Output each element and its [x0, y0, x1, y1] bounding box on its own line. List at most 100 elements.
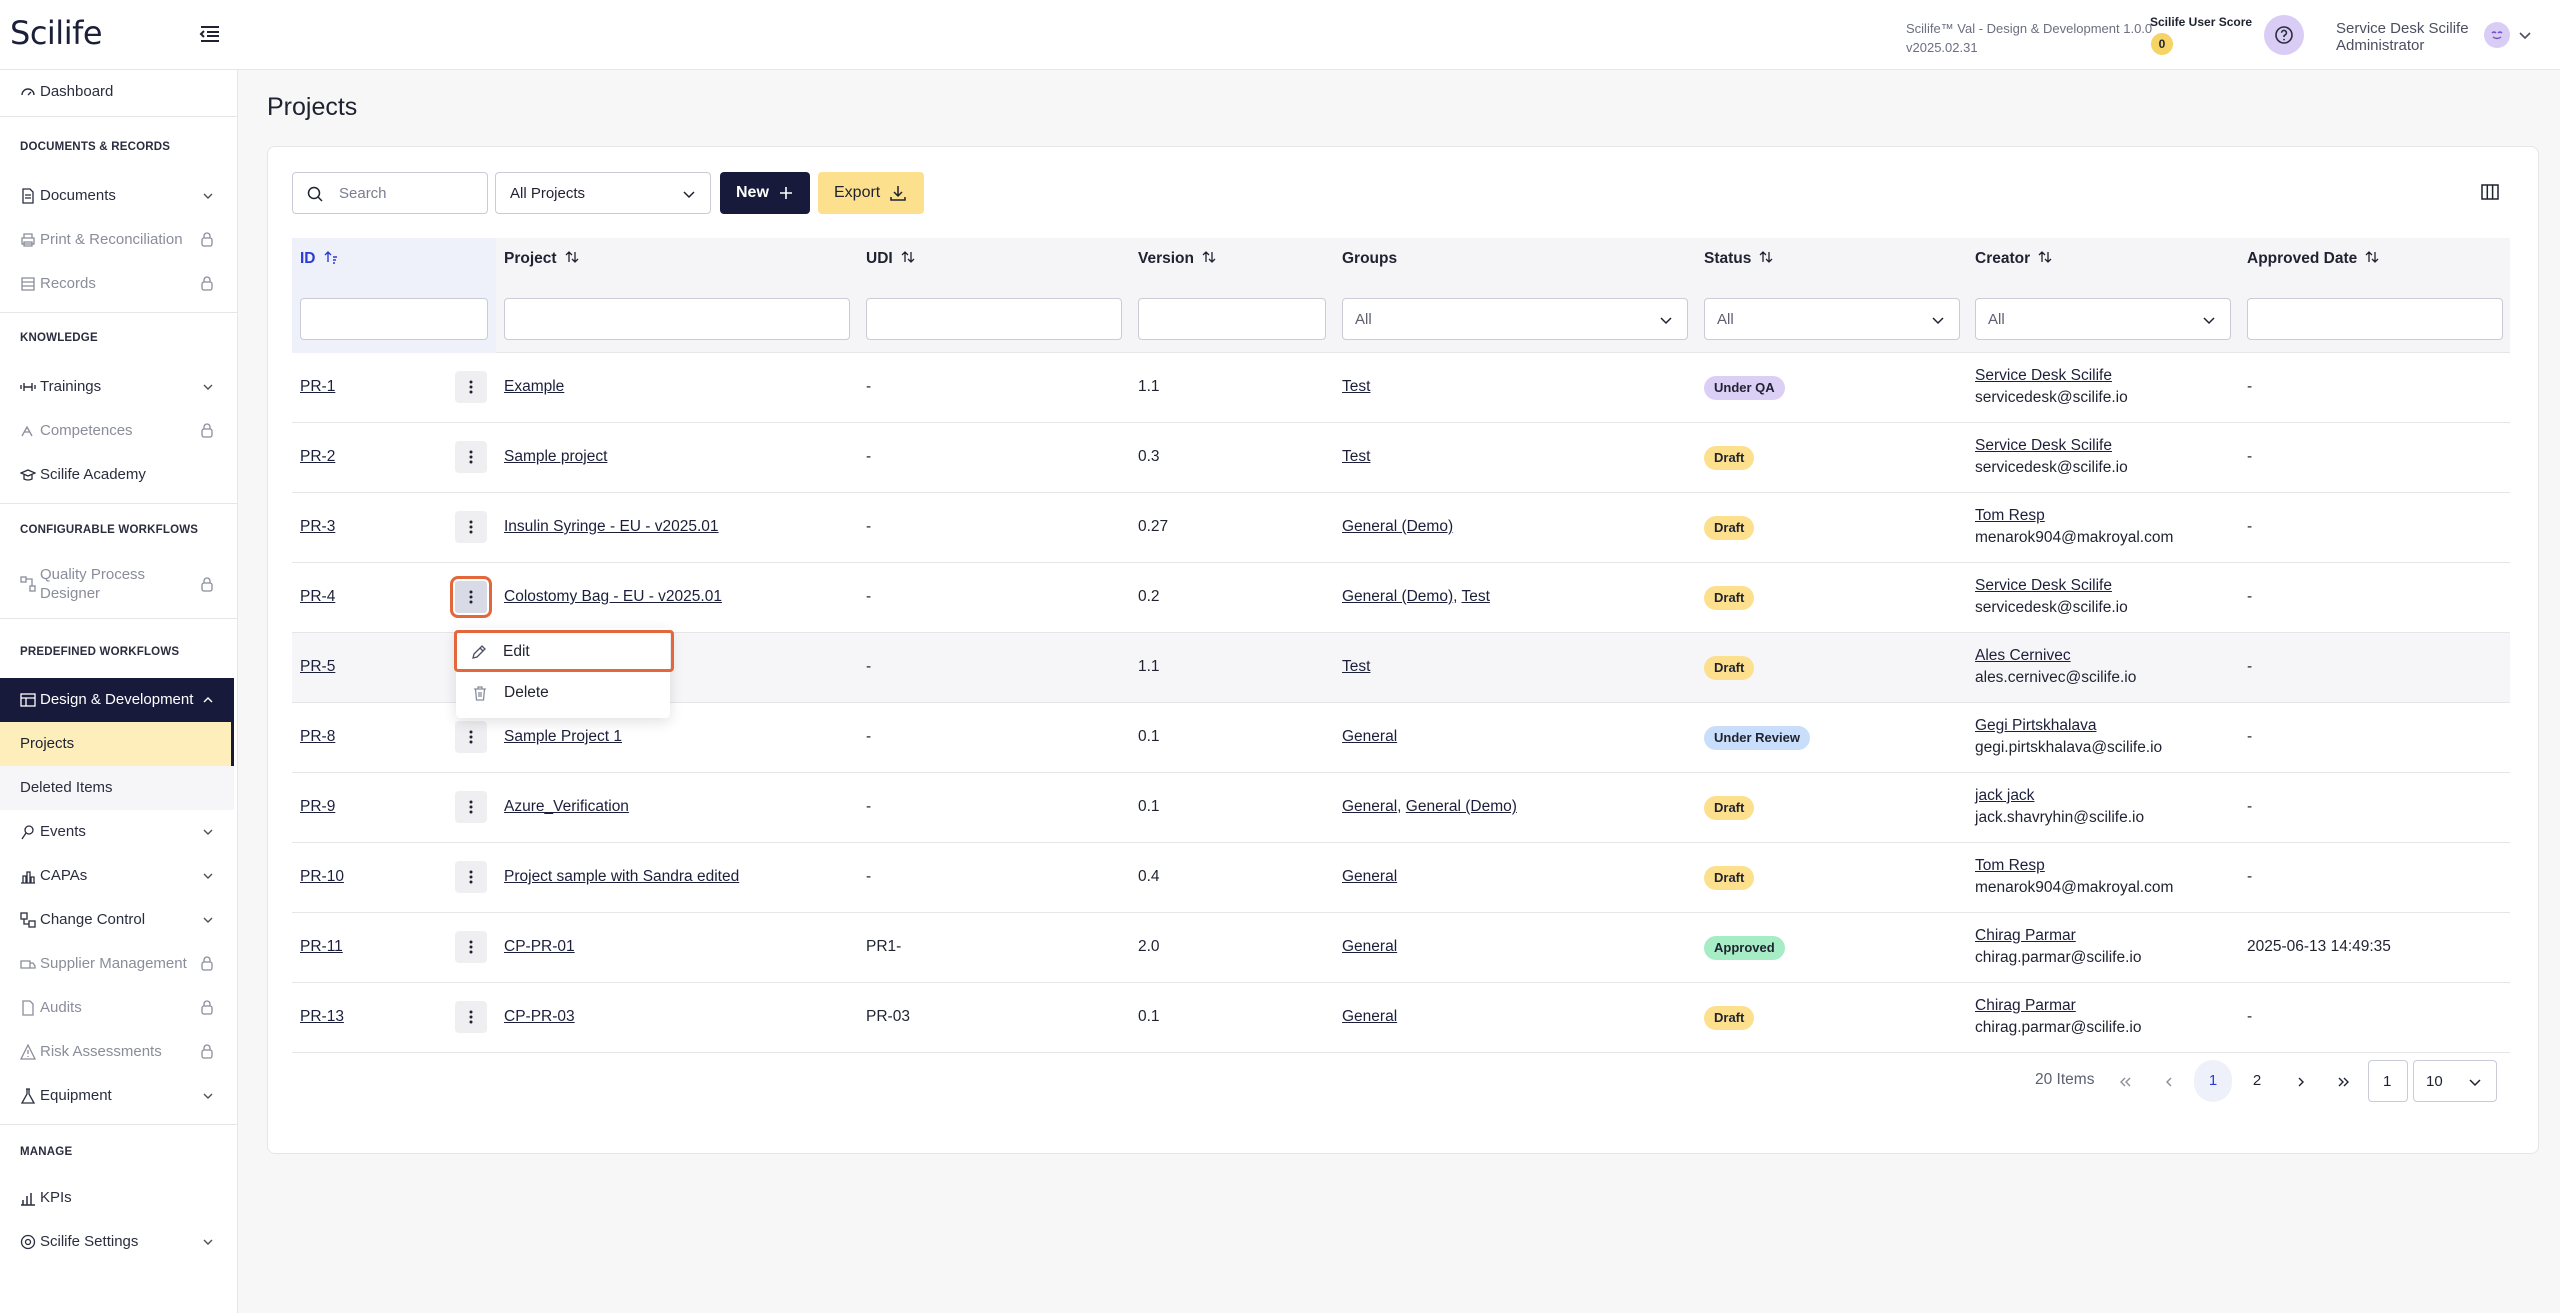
sidebar-item-risk-assessments[interactable]: Risk Assessments [0, 1030, 234, 1074]
row-actions-button[interactable] [455, 931, 487, 963]
creator-name-link[interactable]: Service Desk Scilife [1975, 437, 2112, 454]
project-id-link[interactable]: PR-5 [300, 658, 336, 675]
column-header-udi[interactable]: UDI [866, 250, 915, 268]
user-menu[interactable]: Service Desk Scilife Administrator [2336, 20, 2469, 54]
row-actions-button[interactable] [455, 1001, 487, 1033]
sidebar-item-design-development[interactable]: Design & Development [0, 678, 234, 722]
sidebar-item-records[interactable]: Records [0, 262, 234, 306]
projects-filter-select[interactable]: All Projects [495, 172, 711, 214]
group-link[interactable]: General (Demo) [1342, 588, 1454, 605]
row-actions-button[interactable] [455, 441, 487, 473]
sidebar-item-events[interactable]: Events [0, 810, 234, 854]
menu-item-delete[interactable]: Delete [456, 672, 670, 714]
last-page-icon[interactable] [2337, 1075, 2351, 1089]
project-name-link[interactable]: Colostomy Bag - EU - v2025.01 [504, 588, 722, 605]
filter-groups-select[interactable]: All [1342, 298, 1688, 340]
creator-name-link[interactable]: Tom Resp [1975, 857, 2045, 874]
project-name-link[interactable]: CP-PR-01 [504, 938, 575, 955]
columns-icon[interactable] [2480, 182, 2500, 202]
sidebar-item-deleted-items[interactable]: Deleted Items [0, 766, 234, 810]
project-id-link[interactable]: PR-10 [300, 868, 344, 885]
first-page-icon[interactable] [2118, 1075, 2132, 1089]
project-id-link[interactable]: PR-1 [300, 378, 336, 395]
project-name-link[interactable]: Azure_Verification [504, 798, 629, 815]
sidebar-item-supplier-management[interactable]: Supplier Management [0, 942, 234, 986]
project-id-link[interactable]: PR-11 [300, 938, 343, 955]
sidebar-item-scilife-academy[interactable]: Scilife Academy [0, 453, 234, 497]
group-link[interactable]: Test [1342, 658, 1371, 675]
export-button[interactable]: Export [818, 172, 924, 214]
creator-name-link[interactable]: Chirag Parmar [1975, 997, 2076, 1014]
sidebar-item-projects[interactable]: Projects [0, 722, 234, 766]
creator-name-link[interactable]: Gegi Pirtskhalava [1975, 717, 2097, 734]
row-actions-button-open[interactable] [450, 576, 492, 618]
group-link[interactable]: Test [1461, 588, 1490, 605]
group-link[interactable]: General [1342, 1008, 1398, 1025]
sidebar-item-audits[interactable]: Audits [0, 986, 234, 1030]
sidebar-item-print-reconciliation[interactable]: Print & Reconciliation [0, 218, 234, 262]
avatar[interactable] [2484, 22, 2510, 48]
project-name-link[interactable]: Sample Project 1 [504, 728, 623, 745]
group-link[interactable]: General (Demo) [1342, 518, 1454, 535]
help-button[interactable] [2264, 15, 2304, 55]
row-actions-button[interactable] [455, 721, 487, 753]
column-header-status[interactable]: Status [1704, 250, 1773, 268]
filter-status-select[interactable]: All [1704, 298, 1960, 340]
sidebar-item-kpis[interactable]: KPIs [0, 1176, 234, 1220]
sidebar-item-trainings[interactable]: Trainings [0, 365, 234, 409]
project-name-link[interactable]: CP-PR-03 [504, 1008, 575, 1025]
creator-name-link[interactable]: jack jack [1975, 787, 2035, 804]
previous-page-icon[interactable] [2162, 1075, 2176, 1089]
column-header-id[interactable]: ID [300, 250, 338, 268]
column-header-version[interactable]: Version [1138, 250, 1216, 268]
project-id-link[interactable]: PR-9 [300, 798, 336, 815]
creator-name-link[interactable]: Ales Cernivec [1975, 647, 2071, 664]
group-link[interactable]: Test [1342, 378, 1371, 395]
project-id-link[interactable]: PR-4 [300, 588, 336, 605]
project-id-link[interactable]: PR-13 [300, 1008, 344, 1025]
search-input[interactable] [339, 183, 479, 203]
search-box[interactable] [292, 172, 488, 214]
group-link[interactable]: General [1342, 798, 1398, 815]
row-actions-button[interactable] [455, 791, 487, 823]
filter-udi-input[interactable] [866, 298, 1122, 340]
creator-name-link[interactable]: Chirag Parmar [1975, 927, 2076, 944]
sidebar-item-documents[interactable]: Documents [0, 174, 234, 218]
creator-name-link[interactable]: Service Desk Scilife [1975, 577, 2112, 594]
project-name-link[interactable]: Insulin Syringe - EU - v2025.01 [504, 518, 719, 535]
new-button[interactable]: New [720, 172, 810, 214]
group-link[interactable]: General (Demo) [1405, 798, 1517, 815]
project-name-link[interactable]: Example [504, 378, 565, 395]
sidebar-item-competences[interactable]: Competences [0, 409, 234, 453]
project-id-link[interactable]: PR-8 [300, 728, 336, 745]
page-1-button[interactable]: 1 [2194, 1060, 2232, 1102]
filter-creator-select[interactable]: All [1975, 298, 2231, 340]
sidebar-item-equipment[interactable]: Equipment [0, 1074, 234, 1118]
menu-item-edit[interactable]: Edit [454, 630, 674, 672]
creator-name-link[interactable]: Tom Resp [1975, 507, 2045, 524]
column-header-project[interactable]: Project [504, 250, 579, 268]
sidebar-item-quality-process-designer[interactable]: Quality Process Designer [0, 558, 234, 610]
sidebar-item-dashboard[interactable]: Dashboard [0, 70, 234, 114]
group-link[interactable]: General [1342, 868, 1398, 885]
group-link[interactable]: General [1342, 728, 1398, 745]
project-id-link[interactable]: PR-2 [300, 448, 336, 465]
sidebar-item-change-control[interactable]: Change Control [0, 898, 234, 942]
project-name-link[interactable]: Sample project [504, 448, 608, 465]
next-page-icon[interactable] [2294, 1075, 2308, 1089]
filter-approved-date-input[interactable] [2247, 298, 2503, 340]
chevron-down-icon[interactable] [2518, 28, 2532, 42]
group-link[interactable]: Test [1342, 448, 1371, 465]
page-size-select[interactable]: 10 [2413, 1060, 2497, 1102]
creator-name-link[interactable]: Service Desk Scilife [1975, 367, 2112, 384]
sidebar-item-scilife-settings[interactable]: Scilife Settings [0, 1220, 234, 1264]
page-2-button[interactable]: 2 [2252, 1072, 2262, 1089]
goto-page-input[interactable]: 1 [2368, 1060, 2408, 1102]
row-actions-button[interactable] [455, 371, 487, 403]
row-actions-button[interactable] [455, 511, 487, 543]
sidebar-item-capas[interactable]: CAPAs [0, 854, 234, 898]
row-actions-button[interactable] [455, 861, 487, 893]
project-name-link[interactable]: Project sample with Sandra edited [504, 868, 740, 885]
filter-id-input[interactable] [300, 298, 488, 340]
filter-version-input[interactable] [1138, 298, 1326, 340]
